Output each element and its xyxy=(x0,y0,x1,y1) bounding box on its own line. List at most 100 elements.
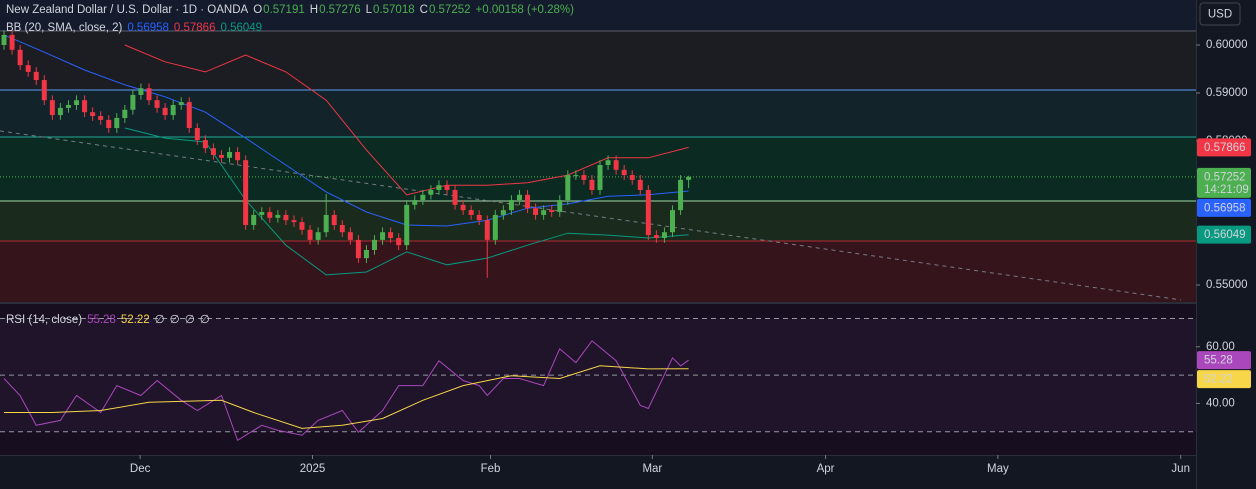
ohlc-key: O xyxy=(253,4,263,16)
value-box-label: 0.57252 xyxy=(1204,171,1246,183)
candle-body xyxy=(283,214,289,221)
x-tick-label: Feb xyxy=(481,463,501,475)
candle-body xyxy=(243,160,249,226)
candle-body xyxy=(186,102,192,129)
indicator-value: 0.56958 xyxy=(127,22,169,34)
ohlc-value: 0.57252 xyxy=(428,4,471,16)
rsi-line xyxy=(3,340,689,442)
candle-body xyxy=(235,152,241,161)
candle-body xyxy=(653,235,659,238)
ohlc-key: L xyxy=(365,4,373,16)
price-axis xyxy=(1196,0,1256,489)
candle-body xyxy=(194,128,200,141)
x-tick-label: Mar xyxy=(642,463,662,475)
candle-body xyxy=(525,194,531,209)
value-box xyxy=(1197,138,1251,157)
status-icon: ∅ xyxy=(199,314,210,326)
candle-body xyxy=(637,179,643,190)
candle-body xyxy=(251,214,257,226)
price-zone xyxy=(0,89,1196,138)
price-change: +0.00158 (+0.28%) xyxy=(475,4,574,16)
indicator-value: 0.56049 xyxy=(220,22,263,34)
candle-body xyxy=(315,232,321,240)
candle-body xyxy=(533,208,539,215)
candle-body xyxy=(581,175,587,180)
candle-body xyxy=(162,107,168,116)
candle-body xyxy=(122,109,128,118)
candle-body xyxy=(396,237,402,246)
candle-body xyxy=(57,107,63,116)
candle-body xyxy=(484,220,490,240)
trend-line xyxy=(0,130,1181,301)
candle-body xyxy=(372,239,378,250)
ohlc-key: H xyxy=(309,4,319,16)
status-icon: ∅ xyxy=(184,314,195,326)
candle-body xyxy=(130,94,136,110)
candle-body xyxy=(275,214,281,218)
candle-body xyxy=(106,119,112,129)
candle-body xyxy=(613,160,619,170)
candle-body xyxy=(347,232,353,240)
y-tick-label: 60.00 xyxy=(1206,341,1235,353)
candle-body xyxy=(452,189,458,205)
y-tick-label: 0.60000 xyxy=(1206,39,1248,51)
candle-body xyxy=(33,71,39,81)
value-box xyxy=(1197,167,1251,198)
price-zone xyxy=(0,0,1196,31)
candle-body xyxy=(557,200,563,213)
candle-body xyxy=(678,179,684,211)
indicator-value: 0.57866 xyxy=(173,22,216,34)
candle-body xyxy=(339,225,345,233)
candle-body xyxy=(444,185,450,190)
candle-body xyxy=(218,154,224,158)
countdown-label: 14:21:09 xyxy=(1204,184,1249,196)
currency-label: USD xyxy=(1208,9,1232,21)
candle-body xyxy=(428,189,434,195)
value-box-label: 0.56049 xyxy=(1204,229,1246,241)
candle-body xyxy=(605,160,611,166)
candle-body xyxy=(25,65,31,72)
candle-body xyxy=(65,105,71,108)
x-tick-label: May xyxy=(987,463,1009,475)
candle-body xyxy=(597,165,603,190)
value-box xyxy=(1197,198,1251,217)
x-tick-label: Dec xyxy=(130,463,151,475)
candle-body xyxy=(331,214,337,226)
candle-body xyxy=(492,214,498,240)
candle-body xyxy=(404,204,410,246)
candle-body xyxy=(90,112,96,117)
y-tick-label: 0.55000 xyxy=(1206,279,1248,291)
candle-body xyxy=(565,175,571,201)
pane-separator xyxy=(0,302,1256,304)
ohlc-value: 0.57276 xyxy=(319,4,361,16)
candle-body xyxy=(138,88,144,95)
candle-body xyxy=(412,200,418,205)
candle-body xyxy=(227,152,233,158)
status-icon: ∅ xyxy=(169,314,180,326)
bb-upper xyxy=(124,44,689,196)
candle-body xyxy=(380,232,386,240)
candle-body xyxy=(508,200,514,211)
candle-body xyxy=(661,232,667,238)
candle-body xyxy=(202,140,208,149)
currency-button[interactable]: USD xyxy=(1199,2,1241,26)
price-zone xyxy=(0,30,1196,90)
candle-body xyxy=(573,175,579,177)
candle-body xyxy=(154,100,160,108)
rsi-value: 52.22 xyxy=(120,314,150,326)
bb-basis xyxy=(3,34,689,227)
candle-body xyxy=(210,148,216,155)
candle-body xyxy=(49,100,55,116)
x-tick-label: Apr xyxy=(817,463,835,475)
candle-body xyxy=(178,102,184,106)
indicator-title: BB (20, SMA, close, 2) xyxy=(6,22,123,34)
ohlc-value: 0.57191 xyxy=(263,4,305,16)
candle-body xyxy=(9,34,15,50)
rsi-legend: RSI (14, close) 55.28 52.22 ∅ ∅ ∅ ∅ xyxy=(6,312,215,326)
candle-body xyxy=(114,117,120,129)
candle-body xyxy=(146,88,152,101)
candle-body xyxy=(468,210,474,215)
y-tick-label: 40.00 xyxy=(1206,397,1235,409)
y-tick-label: 0.59000 xyxy=(1206,87,1248,99)
x-tick-label: 2025 xyxy=(300,463,326,475)
